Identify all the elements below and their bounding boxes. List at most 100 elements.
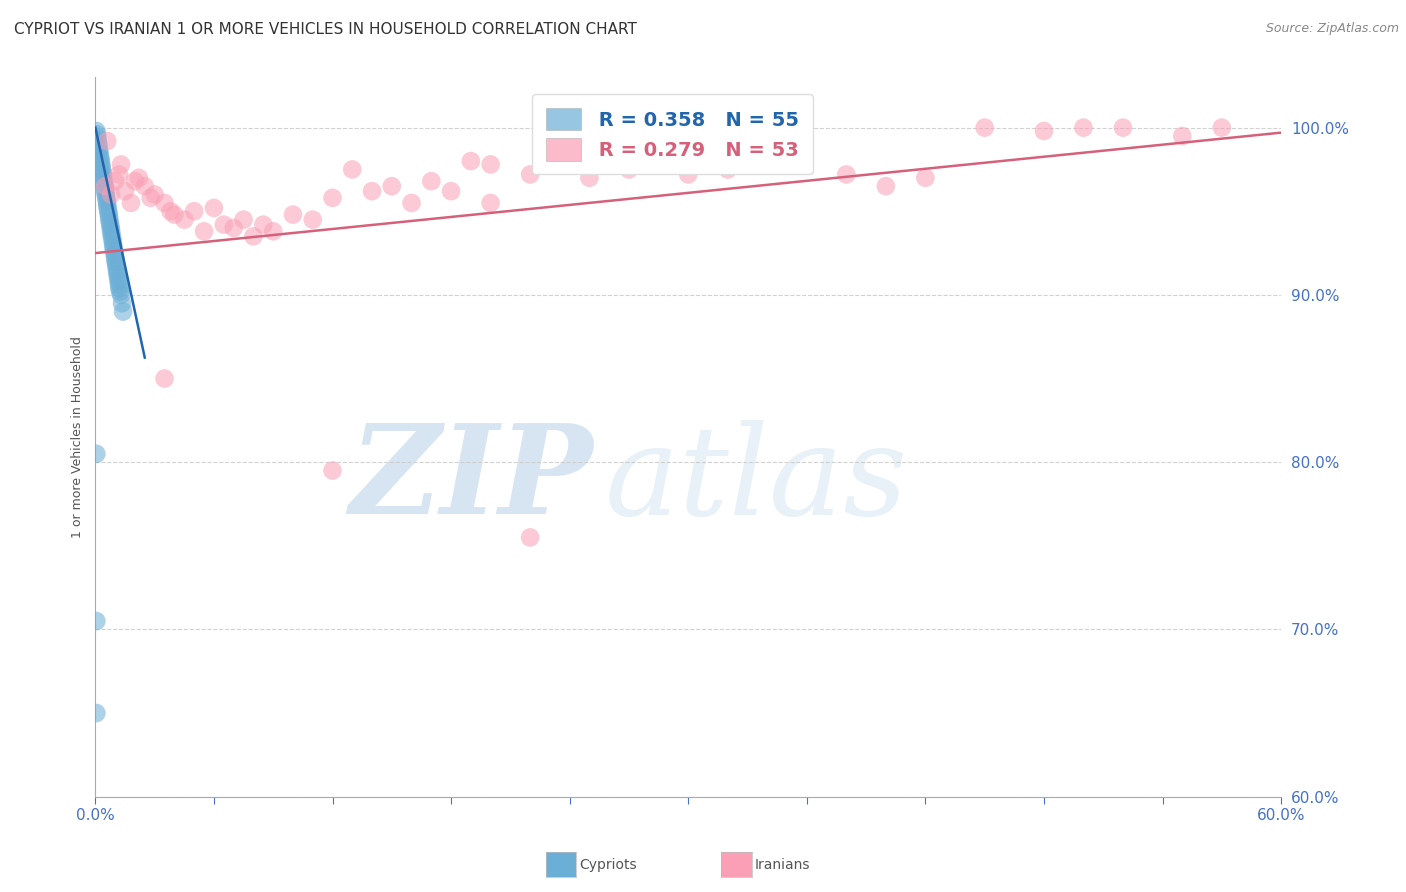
Point <box>90 154 112 169</box>
Point <box>87 137 110 152</box>
Point <box>676 168 699 182</box>
Point <box>100 187 122 202</box>
Point <box>90 157 112 171</box>
Legend:  R = 0.358   N = 55,  R = 0.279   N = 53: R = 0.358 N = 55, R = 0.279 N = 53 <box>531 95 813 174</box>
Point <box>103 244 125 259</box>
Point <box>108 277 131 292</box>
Point <box>134 179 156 194</box>
Point <box>91 164 114 178</box>
Point <box>97 201 120 215</box>
Point <box>183 204 205 219</box>
Point <box>107 275 129 289</box>
Point <box>281 208 304 222</box>
Point <box>342 162 364 177</box>
Point <box>105 261 128 276</box>
Point <box>232 212 254 227</box>
Point <box>914 170 936 185</box>
Point <box>163 208 186 222</box>
Point <box>479 157 502 171</box>
Point <box>103 241 125 255</box>
Point <box>100 227 122 242</box>
Point <box>321 463 343 477</box>
Point <box>94 179 117 194</box>
Text: Iranians: Iranians <box>755 858 810 872</box>
Point <box>128 170 150 185</box>
Point <box>193 224 215 238</box>
Point <box>104 254 127 268</box>
Point <box>1073 120 1095 135</box>
Text: CYPRIOT VS IRANIAN 1 OR MORE VEHICLES IN HOUSEHOLD CORRELATION CHART: CYPRIOT VS IRANIAN 1 OR MORE VEHICLES IN… <box>14 22 637 37</box>
Point <box>262 224 284 238</box>
Point <box>875 179 897 194</box>
Point <box>401 195 423 210</box>
Point <box>105 264 128 278</box>
Point <box>519 530 541 544</box>
Point <box>94 187 117 202</box>
Point <box>1211 120 1233 135</box>
Point <box>1112 120 1135 135</box>
Point <box>101 235 124 249</box>
Point <box>776 154 799 169</box>
Point <box>96 191 118 205</box>
Point <box>835 168 858 182</box>
Point <box>100 221 122 235</box>
Point <box>114 184 136 198</box>
Point <box>242 229 264 244</box>
Point <box>460 154 482 169</box>
Point <box>381 179 404 194</box>
Point <box>139 191 162 205</box>
Text: Cypriots: Cypriots <box>579 858 637 872</box>
Point <box>97 204 120 219</box>
Point <box>717 162 740 177</box>
Point <box>98 218 121 232</box>
Point <box>86 706 108 720</box>
Point <box>108 281 131 295</box>
Point <box>86 447 108 461</box>
Point <box>361 184 384 198</box>
Point <box>90 161 112 175</box>
Point <box>1171 128 1194 143</box>
Point <box>159 204 181 219</box>
Point <box>519 168 541 182</box>
Point <box>479 195 502 210</box>
Point <box>321 191 343 205</box>
Point <box>96 197 118 211</box>
Point <box>86 130 108 145</box>
Text: ZIP: ZIP <box>350 419 593 541</box>
Point <box>110 157 132 171</box>
Point <box>89 144 111 158</box>
Point <box>104 174 127 188</box>
Point <box>420 174 443 188</box>
Point <box>108 168 131 182</box>
Point <box>222 221 245 235</box>
Point <box>98 214 121 228</box>
Point <box>86 128 108 142</box>
Point <box>94 181 117 195</box>
Point <box>110 288 132 302</box>
Point <box>153 371 176 385</box>
Point <box>96 194 118 209</box>
Point <box>100 224 122 238</box>
Point <box>104 251 127 265</box>
Point <box>107 271 129 285</box>
Point <box>111 304 134 318</box>
Point <box>87 134 110 148</box>
Point <box>124 174 146 188</box>
Point <box>91 168 114 182</box>
Point <box>1032 124 1054 138</box>
Point <box>86 124 108 138</box>
Point <box>87 141 110 155</box>
Point <box>252 218 274 232</box>
Point <box>86 614 108 628</box>
Point <box>578 170 600 185</box>
Point <box>89 151 111 165</box>
Text: atlas: atlas <box>605 419 908 541</box>
Point <box>212 218 235 232</box>
Point <box>89 147 111 161</box>
Point <box>104 248 127 262</box>
Point <box>94 184 117 198</box>
Point <box>153 195 176 210</box>
Point <box>91 170 114 185</box>
Point <box>97 208 120 222</box>
Point <box>101 231 124 245</box>
